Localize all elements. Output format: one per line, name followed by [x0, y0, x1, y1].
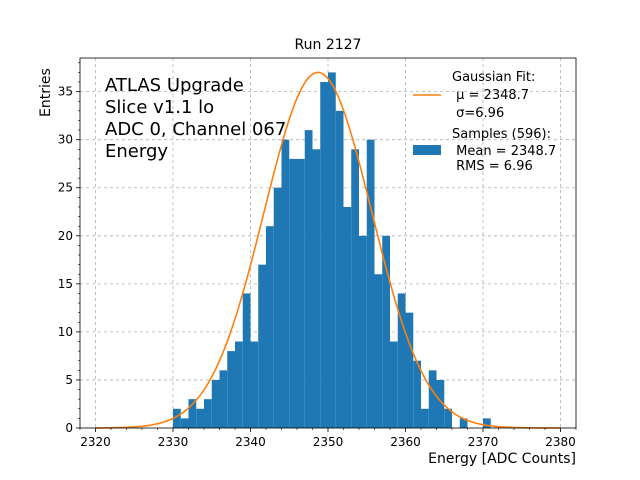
histogram-bar	[374, 274, 383, 428]
x-tick-label: 2320	[80, 435, 111, 449]
histogram-bar	[335, 110, 344, 428]
histogram-bar	[304, 130, 313, 428]
histogram-bar	[258, 264, 266, 428]
histogram-bar	[413, 360, 421, 428]
legend-samples-line-1: Samples (596):	[452, 127, 551, 142]
histogram-bar	[397, 293, 406, 428]
annotation-line-4: Energy	[105, 141, 168, 162]
fit-curve-path	[95, 71, 561, 429]
annotation-line-3: ADC 0, Channel 067	[105, 119, 286, 140]
y-axis-label: Entries	[38, 68, 54, 117]
x-tick-label: 2330	[158, 435, 189, 449]
legend-fit-line-2: μ = 2348.7	[452, 88, 529, 103]
histogram-bar	[366, 139, 375, 429]
histogram-bar	[297, 158, 305, 428]
annotation-text: ATLAS Upgrade Slice v1.1 lo ADC 0, Chann…	[105, 75, 286, 162]
histogram-bar	[390, 341, 398, 428]
histogram-bar	[204, 399, 212, 428]
legend-samples-line-3: RMS = 6.96	[452, 159, 533, 174]
histogram-bar	[235, 341, 243, 428]
x-tick-label: 2370	[468, 435, 499, 449]
histogram-bar	[351, 149, 359, 428]
histogram-bar	[405, 312, 414, 428]
axis-ticks: 2320 2330 2340 2350 2360 2370 2380 0 5 10 15 20 25 30…	[58, 62, 577, 449]
chart-title: Run 2127	[295, 37, 362, 53]
histogram-bar	[459, 418, 468, 428]
histogram-bar	[211, 379, 220, 428]
x-axis-label: Energy [ADC Counts]	[428, 451, 576, 467]
histogram-bar	[312, 149, 321, 428]
histogram-bar	[289, 158, 297, 428]
x-tick-label: 2340	[235, 435, 266, 449]
legend: Gaussian Fit: μ = 2348.7 σ=6.96 Samples …	[413, 70, 556, 174]
histogram-bar	[444, 408, 452, 428]
legend-samples-line-2: Mean = 2348.7	[452, 144, 556, 159]
histogram-bar	[320, 82, 328, 428]
histogram-bar	[188, 399, 197, 428]
histogram-bar	[436, 379, 445, 428]
x-tick-label: 2350	[313, 435, 344, 449]
histogram-bar	[273, 187, 282, 428]
histogram-bar	[250, 341, 259, 428]
histogram-bar	[343, 206, 352, 428]
y-tick-label: 20	[58, 229, 73, 243]
y-tick-label: 5	[65, 373, 73, 387]
histogram-bar	[421, 408, 429, 428]
legend-samples-swatch	[413, 145, 441, 155]
y-tick-label: 10	[58, 325, 73, 339]
gaussian-fit-curve	[95, 71, 561, 429]
legend-fit-line-3: σ=6.96	[452, 106, 504, 121]
histogram-bar	[428, 370, 437, 428]
histogram-bars	[173, 72, 491, 429]
histogram-bar	[382, 235, 390, 428]
y-tick-label: 25	[58, 181, 73, 195]
histogram-bar	[219, 370, 228, 428]
histogram-bar	[196, 408, 204, 428]
annotation-line-1: ATLAS Upgrade	[105, 75, 244, 96]
histogram-bar	[483, 418, 491, 428]
y-tick-label: 30	[58, 133, 73, 147]
annotation-line-2: Slice v1.1 lo	[105, 97, 214, 118]
y-tick-label: 35	[58, 85, 73, 99]
histogram-bar	[281, 139, 290, 429]
legend-fit-line-1: Gaussian Fit:	[452, 70, 535, 85]
histogram-bar	[266, 226, 274, 428]
histogram-bar	[180, 418, 189, 428]
x-tick-label: 2360	[390, 435, 421, 449]
y-tick-label: 0	[65, 421, 73, 435]
histogram-bar	[359, 235, 367, 428]
histogram-bar	[173, 408, 181, 428]
y-tick-label: 15	[58, 277, 73, 291]
histogram-bar	[227, 351, 235, 428]
x-tick-label: 2380	[545, 435, 576, 449]
histogram-bar	[328, 72, 336, 428]
histogram-bar	[242, 293, 251, 428]
